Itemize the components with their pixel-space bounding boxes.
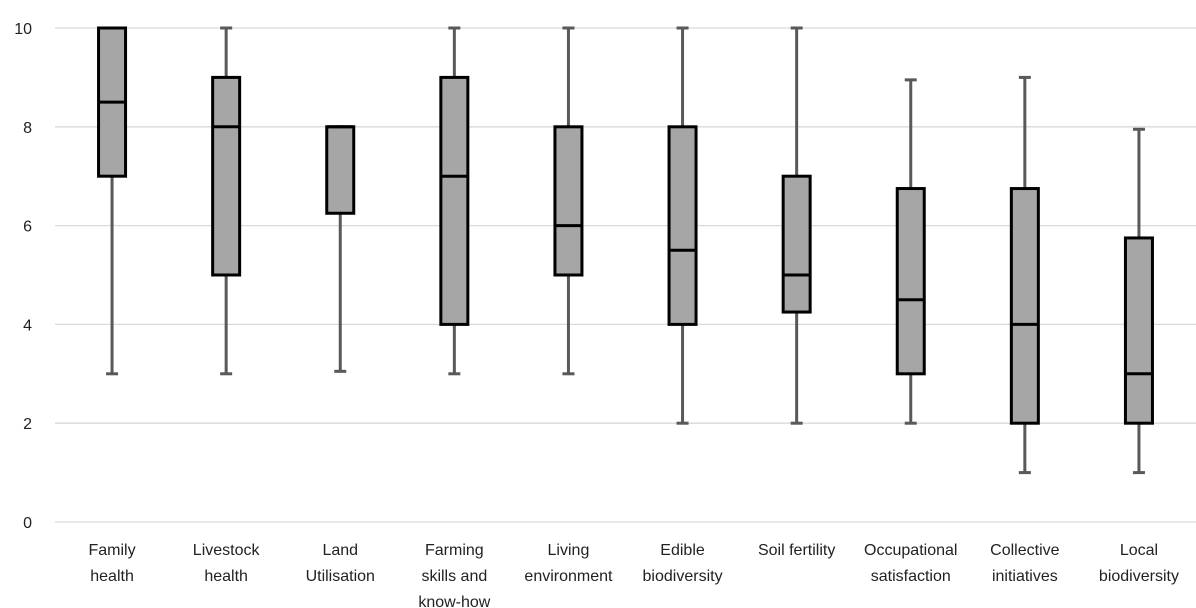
- whiskers: [106, 26, 1145, 475]
- box: [211, 75, 242, 277]
- box: [553, 125, 584, 277]
- y-tick-label: 6: [23, 219, 32, 236]
- box: [781, 174, 812, 314]
- gridlines: [55, 27, 1196, 523]
- y-tick-label: 0: [23, 515, 32, 532]
- y-axis-tick-labels: 0 2 4 6 8 10: [14, 21, 32, 532]
- x-category-label: Livestock health: [193, 542, 261, 585]
- box: [439, 75, 470, 326]
- boxes: [97, 26, 1154, 425]
- x-category-label: Living environment: [524, 542, 613, 585]
- x-category-label: Edible biodiversity: [643, 542, 723, 585]
- x-category-label: Soil fertility: [758, 542, 835, 559]
- box: [325, 125, 356, 215]
- box: [1123, 236, 1154, 425]
- box: [1009, 187, 1040, 425]
- y-tick-label: 4: [23, 317, 32, 334]
- x-category-label: Farming skills and know-how: [418, 542, 490, 608]
- y-tick-label: 2: [23, 416, 32, 433]
- x-category-label: Collective initiatives: [990, 542, 1059, 585]
- y-tick-label: 10: [14, 21, 32, 38]
- x-axis-category-labels: Family health Livestock health Land Utilisati…: [88, 542, 1178, 608]
- x-category-label: Local biodiversity: [1099, 542, 1179, 585]
- x-category-label: Land Utilisation: [306, 542, 375, 585]
- box: [667, 125, 698, 326]
- box: [895, 187, 926, 376]
- x-category-label: Family health: [88, 542, 135, 585]
- x-category-label: Occupational satisfaction: [864, 542, 957, 585]
- y-tick-label: 8: [23, 120, 32, 137]
